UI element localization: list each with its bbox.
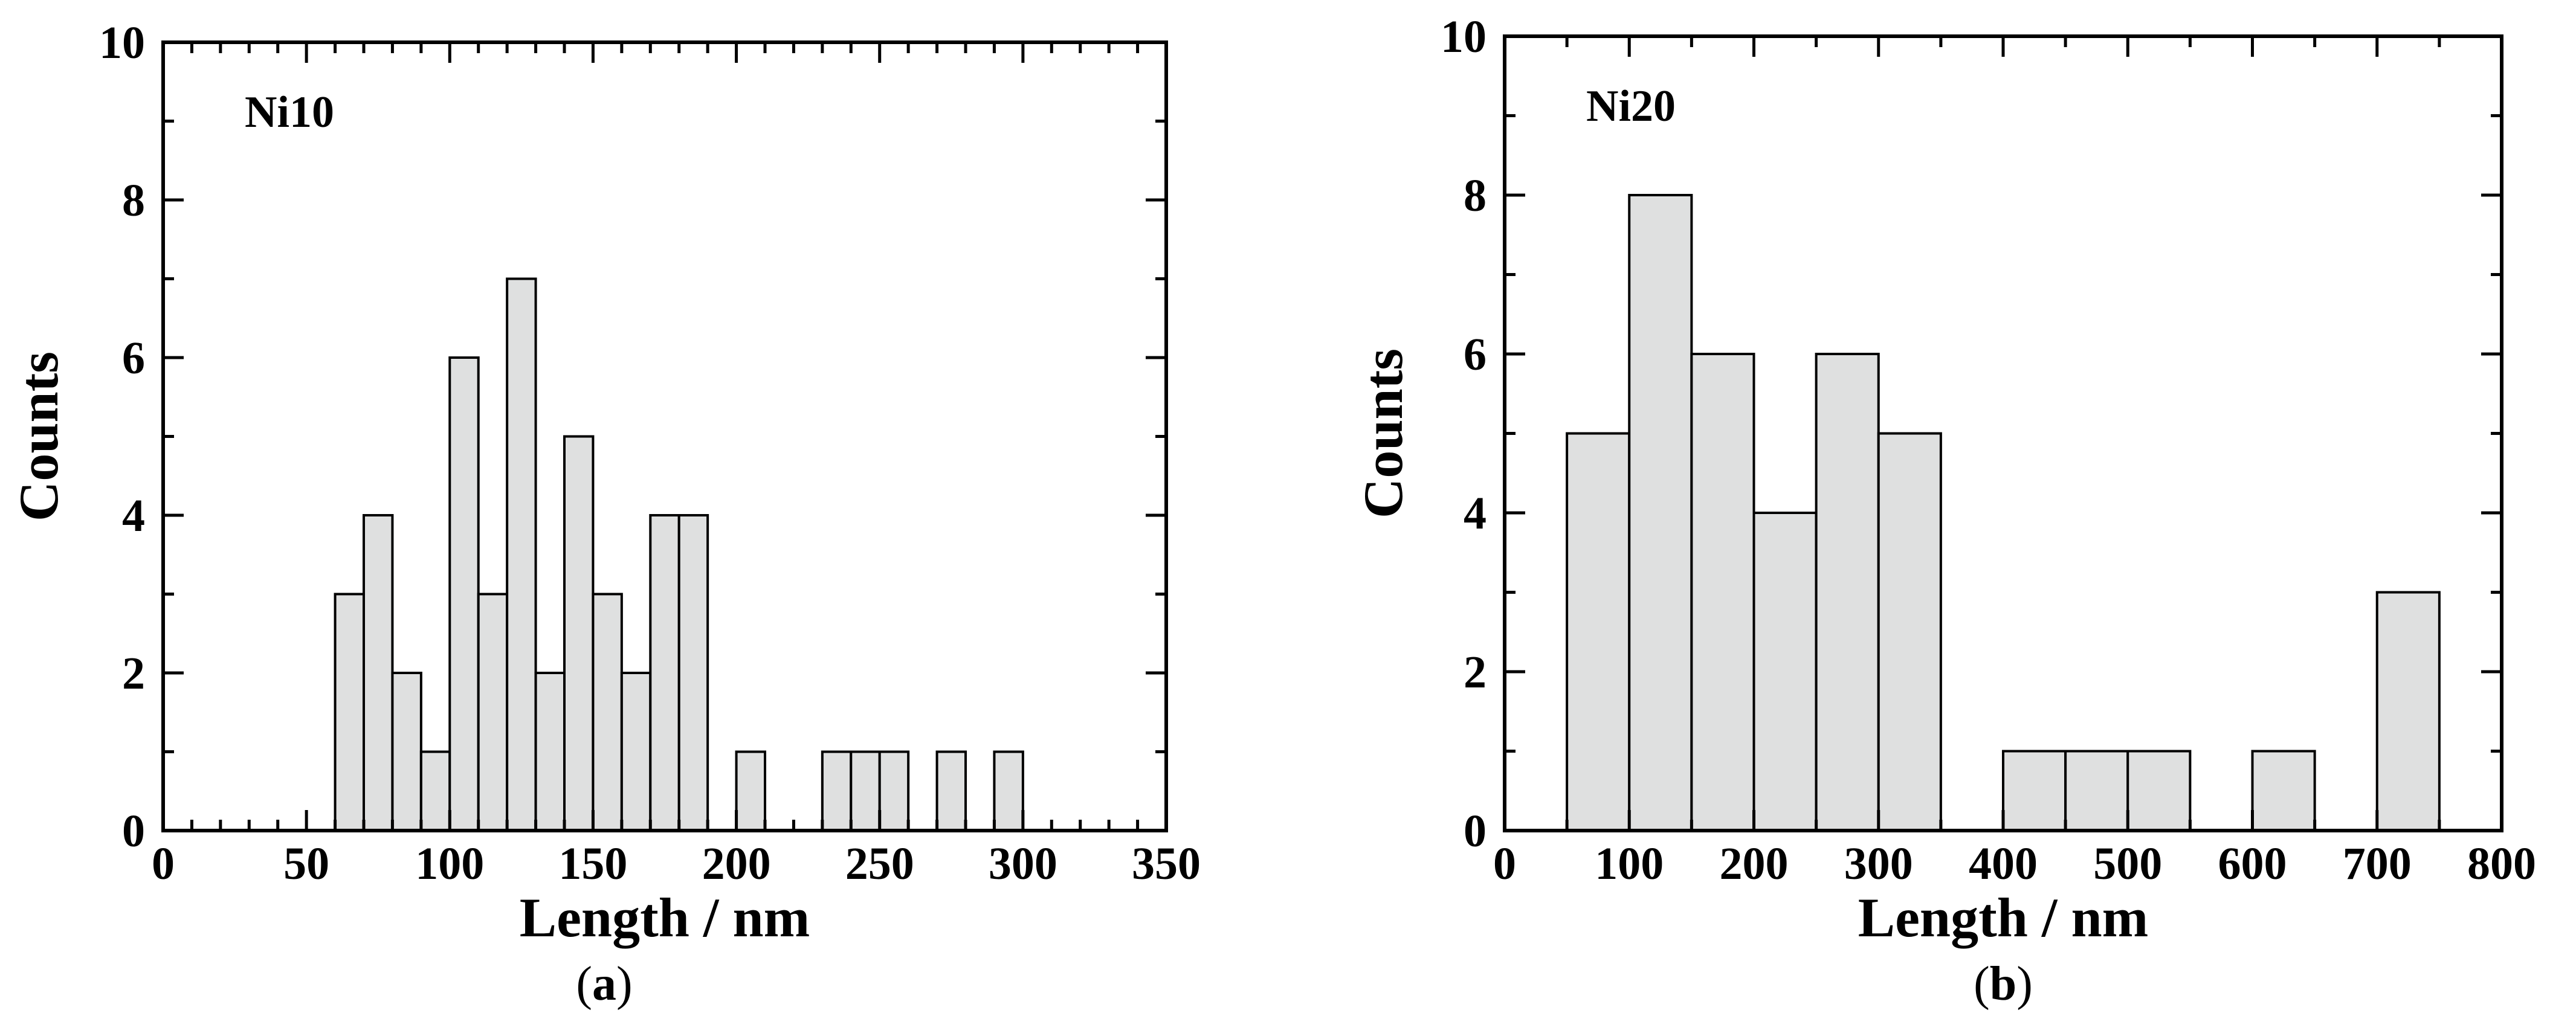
histogram-bar [677, 514, 709, 832]
histogram-bar [592, 593, 623, 832]
histogram-bar [448, 356, 480, 832]
x-tick-label: 800 [2467, 838, 2536, 889]
x-tick-label: 600 [2218, 838, 2287, 889]
histogram-bar [1752, 512, 1818, 832]
histogram-bar [534, 672, 566, 832]
y-tick-label: 6 [122, 333, 145, 384]
x-tick-label: 50 [283, 838, 329, 889]
histogram-bar [2126, 750, 2192, 832]
y-tick-label: 2 [1464, 647, 1487, 698]
histogram-bar [477, 593, 509, 832]
histogram-bar [1815, 353, 1880, 832]
x-tick-label: 250 [845, 838, 914, 889]
x-axis-title: Length / nm [520, 887, 810, 948]
x-tick-label: 0 [1493, 838, 1516, 889]
histogram-bar [850, 750, 881, 832]
histogram-bar [1690, 353, 1755, 832]
histogram-bar [620, 672, 652, 832]
histogram-bar [419, 750, 451, 832]
chart-panel-b: 0 100 200 300 400 500 600 700 800 0 2 4 6 8 10 Length /… [1352, 11, 2536, 1011]
panel-label: (b) [1974, 957, 2033, 1011]
panel-label: (a) [576, 957, 632, 1011]
histogram-bar [506, 277, 537, 832]
histogram-bar [935, 750, 967, 832]
sample-annotation: Ni20 [1586, 82, 1676, 131]
histogram-bar [1566, 432, 1631, 832]
histogram-bar [1628, 194, 1693, 832]
x-tick-label: 200 [702, 838, 771, 889]
x-tick-label: 400 [1969, 838, 2038, 889]
histogram-bar [649, 514, 680, 832]
x-tick-label: 700 [2343, 838, 2412, 889]
histogram-bar [363, 514, 394, 832]
x-tick-label: 350 [1132, 838, 1201, 889]
histogram-bar [878, 750, 910, 832]
y-tick-label: 10 [1441, 11, 1487, 62]
y-axis-title: Counts [8, 352, 69, 521]
y-tick-label: 0 [1464, 806, 1487, 857]
histogram-bar [2064, 750, 2129, 832]
x-tick-label: 500 [2093, 838, 2162, 889]
y-axis-title: Counts [1352, 349, 1414, 518]
y-tick-label: 6 [1464, 329, 1487, 380]
histogram-bar [2375, 591, 2441, 832]
x-tick-label: 100 [415, 838, 484, 889]
histogram-bar [391, 672, 422, 832]
sample-annotation: Ni10 [245, 88, 334, 137]
histogram-bar [334, 593, 365, 832]
histogram-bar [563, 435, 595, 832]
y-tick-label: 8 [1464, 170, 1487, 221]
histogram-bar [1877, 432, 1942, 832]
y-tick-label: 0 [122, 806, 145, 857]
histogram-bar [993, 750, 1024, 832]
x-tick-label: 300 [989, 838, 1057, 889]
x-tick-label: 200 [1720, 838, 1789, 889]
x-tick-label: 150 [558, 838, 627, 889]
x-tick-label: 0 [152, 838, 175, 889]
x-axis-title: Length / nm [1858, 887, 2149, 948]
histogram-bar [2251, 750, 2316, 832]
histogram-bar [2002, 750, 2067, 832]
x-tick-label: 300 [1844, 838, 1913, 889]
y-tick-label: 4 [122, 490, 145, 541]
histogram-bar [735, 750, 766, 832]
y-tick-label: 4 [1464, 488, 1487, 539]
chart-panel-a: 0 50 100 150 200 250 300 350 0 2 4 6 8 10 Length / nm C… [8, 18, 1201, 1011]
histogram-bar [821, 750, 853, 832]
y-tick-label: 10 [99, 18, 145, 68]
y-tick-label: 2 [122, 648, 145, 699]
x-tick-label: 100 [1595, 838, 1664, 889]
y-tick-label: 8 [122, 175, 145, 226]
